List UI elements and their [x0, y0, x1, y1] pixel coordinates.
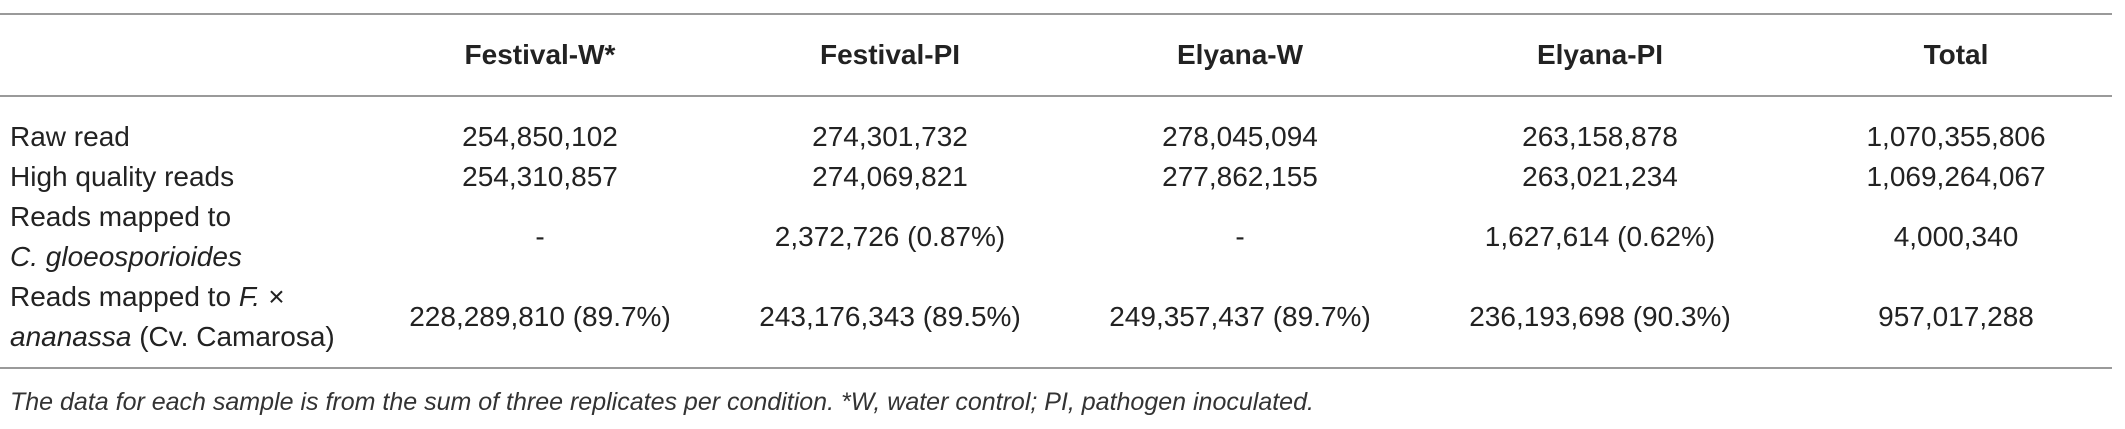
table-row-high-quality: High quality reads 254,310,857 274,069,8…	[0, 157, 2112, 197]
table-cell: 277,862,155	[1162, 161, 1318, 192]
header-row: Festival-W* Festival-PI Elyana-W Elyana-…	[0, 14, 2112, 96]
table-row-mapped-strawberry: Reads mapped to F. × ananassa (Cv. Camar…	[0, 277, 2112, 368]
table-cell: -	[1235, 221, 1245, 252]
table-cell: 278,045,094	[1162, 121, 1318, 152]
row-label: High quality reads	[10, 161, 235, 192]
table-cell: 274,069,821	[812, 161, 968, 192]
row-label-genus: F. ×	[238, 281, 285, 312]
row-label: Reads mapped to C. gloeosporioides	[0, 197, 380, 277]
header-elyana-w: Elyana-W	[1176, 39, 1304, 70]
header-elyana-pi: Elyana-PI	[1536, 39, 1664, 70]
row-label-species: ananassa	[10, 321, 132, 352]
row-label-line1: Reads mapped to	[10, 201, 232, 232]
header-total: Total	[1923, 39, 1989, 70]
row-label-cultivar: (Cv. Camarosa)	[131, 321, 335, 352]
row-label: Reads mapped to F. × ananassa (Cv. Camar…	[0, 277, 380, 368]
table-cell: 1,069,264,067	[1866, 161, 2046, 192]
table-cell: 228,289,810 (89.7%)	[409, 301, 671, 332]
table-cell: 254,310,857	[462, 161, 618, 192]
table-cell: 2,372,726 (0.87%)	[774, 221, 1006, 252]
table-cell: 236,193,698 (90.3%)	[1469, 301, 1731, 332]
table-cell: 1,627,614 (0.62%)	[1484, 221, 1716, 252]
table-cell: 243,176,343 (89.5%)	[759, 301, 1021, 332]
reads-table: Festival-W* Festival-PI Elyana-W Elyana-…	[0, 13, 2112, 369]
table-cell: 957,017,288	[1878, 301, 2034, 332]
header-festival-w: Festival-W*	[464, 39, 616, 70]
table-footnote: The data for each sample is from the sum…	[10, 388, 1314, 416]
table-cell: -	[535, 221, 545, 252]
row-label-species: C. gloeosporioides	[10, 241, 242, 272]
table-cell: 4,000,340	[1893, 221, 2019, 252]
row-label-prefix: Reads mapped to	[10, 281, 239, 312]
header-empty	[0, 14, 380, 96]
table-cell: 249,357,437 (89.7%)	[1109, 301, 1371, 332]
table-cell: 1,070,355,806	[1866, 121, 2046, 152]
header-festival-pi: Festival-PI	[819, 39, 961, 70]
data-table-container: Festival-W* Festival-PI Elyana-W Elyana-…	[0, 13, 2125, 369]
row-label: Raw read	[10, 121, 130, 152]
table-cell: 263,021,234	[1522, 161, 1678, 192]
table-cell: 254,850,102	[462, 121, 618, 152]
table-cell: 263,158,878	[1522, 121, 1678, 152]
table-cell: 274,301,732	[812, 121, 968, 152]
table-row-mapped-pathogen: Reads mapped to C. gloeosporioides - 2,3…	[0, 197, 2112, 277]
table-row-raw-read: Raw read 254,850,102 274,301,732 278,045…	[0, 96, 2112, 157]
